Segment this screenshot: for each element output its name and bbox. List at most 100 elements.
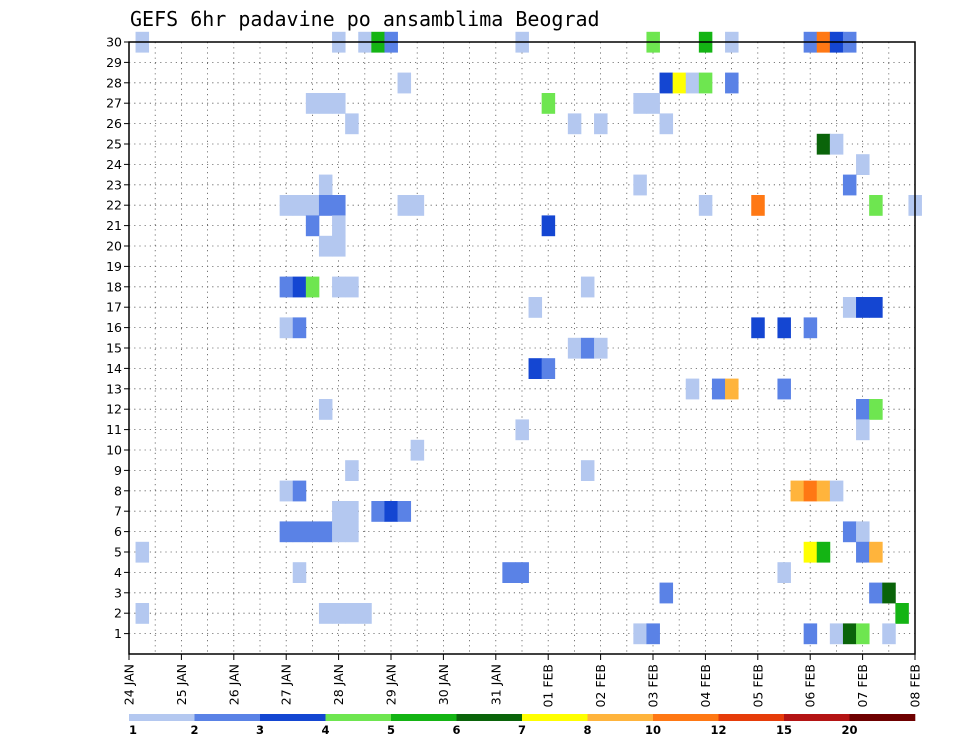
heatmap-cell [397,72,412,94]
colorbar-label: 12 [710,723,726,737]
y-tick-label: 17 [106,300,122,315]
heatmap-cell [725,72,739,94]
heatmap-cell [698,72,713,94]
heatmap-cell [869,399,883,420]
x-tick-label: 02 FEB [593,664,608,708]
heatmap-cell [633,623,647,645]
heatmap-cell [869,195,883,216]
heatmap-cell [751,195,765,216]
y-tick-label: 23 [106,177,122,192]
colorbar-label: 6 [452,723,460,737]
heatmap-cell [856,419,870,441]
x-tick-label: 07 FEB [855,664,870,708]
colorbar-swatch [129,714,195,721]
colorbar-label: 8 [583,723,591,737]
heatmap-cell [659,582,674,604]
heatmap-cell [515,562,529,583]
x-tick-label: 24 JAN [122,664,137,705]
x-axis: 24 JAN 25 JAN 26 JAN 27 JAN 28 JAN 29 JAN 30 J… [122,654,923,708]
y-tick-label: 21 [106,218,122,233]
heatmap-cell [292,195,307,216]
heatmap-cell [332,603,346,624]
heatmap-cell [842,521,857,543]
colorbar-label: 20 [841,723,857,737]
y-axis: 1234567891011121314151617181920212223242… [106,35,129,641]
colorbar-swatch [587,714,654,721]
heatmap-cell [803,317,818,339]
heatmap-cell [345,521,359,543]
heatmap-cell [318,399,333,420]
colorbar-label: 1 [129,723,137,737]
heatmap-cell [292,480,307,502]
y-tick-label: 18 [106,279,122,294]
heatmap-cell [541,358,556,379]
heatmap-cell [515,419,529,441]
heatmap-cell [541,93,556,114]
x-tick-label: 25 JAN [174,664,189,705]
heatmap-cell [135,603,150,624]
heatmap-cell [332,195,346,216]
x-tick-label: 08 FEB [908,664,923,708]
y-tick-label: 27 [106,96,122,111]
heatmap-cell [659,72,674,94]
colorbar-swatch [260,714,326,721]
heatmap-cell [332,276,346,298]
heatmap-cell [777,317,791,339]
y-tick-label: 25 [106,137,122,152]
colorbar-swatch [653,714,719,721]
heatmap-cell [790,480,805,502]
heatmap-cell [646,623,660,645]
heatmap-cell [410,439,425,461]
colorbar-label: 10 [645,723,661,737]
heatmap-cell [594,113,608,135]
y-tick-label: 13 [106,381,122,396]
colorbar-swatch [456,714,523,721]
colorbar-label: 15 [776,723,792,737]
x-tick-label: 27 JAN [279,664,294,705]
heatmap-cell [397,501,412,522]
heatmap-cell [292,562,307,583]
y-tick-label: 26 [106,116,122,131]
heatmap-cell [869,541,883,563]
heatmap-cell [305,195,320,216]
heatmap-cell [567,337,582,359]
heatmap-cell [882,582,896,604]
x-tick-label: 28 JAN [331,664,346,705]
y-tick-label: 11 [106,422,122,437]
y-tick-label: 12 [106,402,122,417]
y-tick-label: 6 [114,524,122,539]
heatmap-cell [528,358,543,379]
heatmap-cell [646,93,660,114]
heatmap-cell [135,541,150,563]
heatmap-cell [816,541,831,563]
heatmap-cell [869,582,883,604]
x-tick-label: 06 FEB [803,664,818,708]
heatmap-cell [345,276,359,298]
heatmap-cell [803,480,818,502]
heatmap-cell [633,174,647,196]
colorbar-label: 5 [387,723,395,737]
heatmap-cell [332,235,346,257]
colorbar-swatch [522,714,588,721]
heatmap-cell [594,337,608,359]
plot-grid [129,41,915,654]
heatmap-cell [410,195,425,216]
heatmap-cell [318,235,333,257]
heatmap-cell [685,72,700,94]
x-tick-label: 26 JAN [226,664,241,705]
heatmap-cell [803,541,818,563]
heatmap-cell [397,195,412,216]
heatmap-cell [318,93,333,114]
colorbar-swatch [391,714,457,721]
x-tick-label: 29 JAN [384,664,399,705]
colorbar-swatch [718,714,785,721]
y-tick-label: 3 [114,585,122,600]
heatmap-cell [725,378,739,400]
heatmap-cell [751,317,765,339]
heatmap-cell [895,603,909,624]
heatmap-cell [292,521,307,543]
heatmap-cell [279,276,294,298]
x-tick-label: 05 FEB [750,664,765,708]
y-tick-label: 22 [106,198,122,213]
y-tick-label: 5 [114,545,122,560]
